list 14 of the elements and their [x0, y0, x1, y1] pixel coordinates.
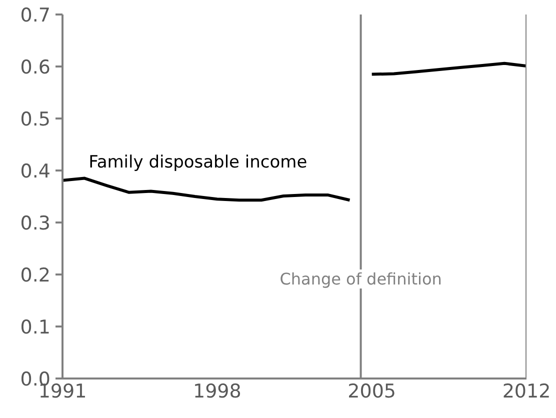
- y-tick-label: 0.1: [20, 316, 50, 338]
- y-tick-label: 0.7: [20, 4, 50, 26]
- line-series: [62, 176, 352, 202]
- y-tick-label: 0.2: [20, 264, 50, 286]
- x-tick-label: 2012: [502, 380, 551, 402]
- x-tick-label: 2005: [348, 380, 396, 402]
- y-tick-label: 0.6: [20, 56, 50, 78]
- series-label: Family disposable income: [88, 152, 308, 172]
- x-tick-label: 1998: [192, 380, 242, 402]
- y-tick-label: 0.3: [20, 212, 50, 234]
- line-series: [370, 62, 526, 76]
- y-tick-label: 0.4: [20, 160, 50, 182]
- y-tick-label: 0.5: [20, 108, 50, 130]
- ref-line-label: Change of definition: [280, 270, 442, 288]
